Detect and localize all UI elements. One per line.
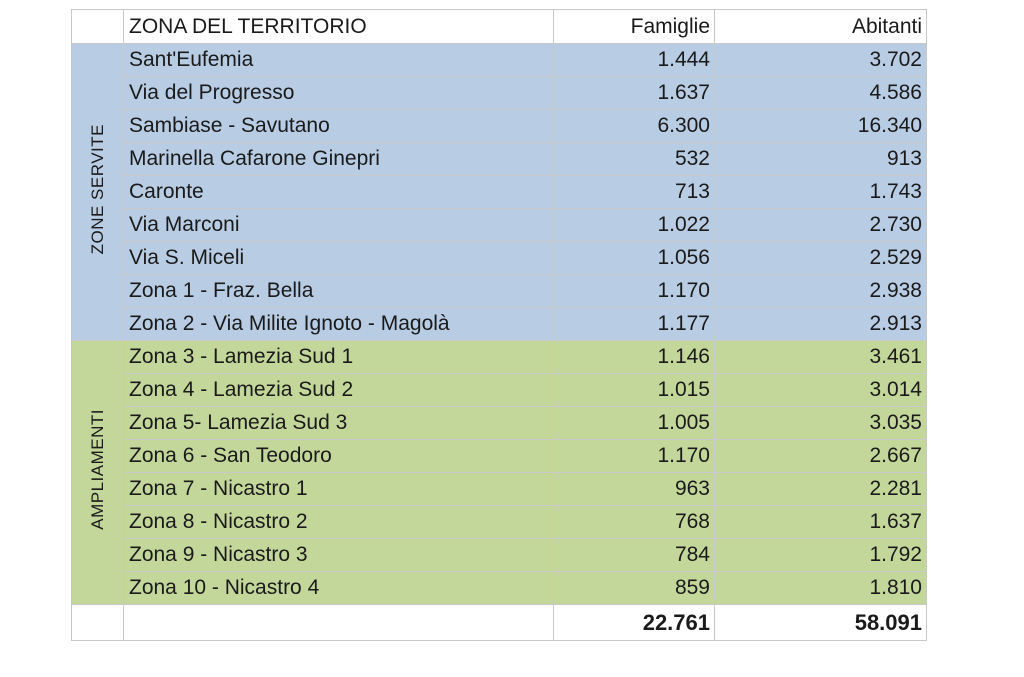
population-table: ZONA DEL TERRITORIO Famiglie Abitanti ZO… xyxy=(71,9,927,641)
families-cell: 784 xyxy=(553,538,715,572)
table-row: Zona 10 - Nicastro 4 859 1.810 xyxy=(72,571,927,605)
zone-cell: Via Marconi xyxy=(123,208,554,242)
families-cell: 1.015 xyxy=(553,373,715,407)
header-row: ZONA DEL TERRITORIO Famiglie Abitanti xyxy=(71,9,927,44)
header-empty-cell xyxy=(71,9,124,44)
table-row: Zona 6 - San Teodoro 1.170 2.667 xyxy=(72,439,927,473)
families-cell: 713 xyxy=(553,175,715,209)
table-row: Sambiase - Savutano 6.300 16.340 xyxy=(72,109,927,143)
group-label-cell: ZONE SERVITE xyxy=(71,43,124,341)
zone-cell: Zona 3 - Lamezia Sud 1 xyxy=(123,340,554,374)
zone-cell: Zona 2 - Via Milite Ignoto - Magolà xyxy=(123,307,554,341)
zone-cell: Zona 6 - San Teodoro xyxy=(123,439,554,473)
table-row: Via Marconi 1.022 2.730 xyxy=(72,208,927,242)
group-label-cell: AMPLIAMENTI xyxy=(71,340,124,605)
zone-cell: Zona 10 - Nicastro 4 xyxy=(123,571,554,605)
inhabitants-cell: 4.586 xyxy=(714,76,927,110)
table-row: Zona 8 - Nicastro 2 768 1.637 xyxy=(72,505,927,539)
inhabitants-cell: 3.014 xyxy=(714,373,927,407)
totals-row: 22.761 58.091 xyxy=(71,604,927,641)
inhabitants-cell: 1.792 xyxy=(714,538,927,572)
zone-cell: Zona 4 - Lamezia Sud 2 xyxy=(123,373,554,407)
inhabitants-cell: 1.810 xyxy=(714,571,927,605)
families-cell: 6.300 xyxy=(553,109,715,143)
inhabitants-cell: 3.702 xyxy=(714,43,927,77)
families-cell: 1.056 xyxy=(553,241,715,275)
inhabitants-cell: 1.743 xyxy=(714,175,927,209)
group-label: ZONE SERVITE xyxy=(87,123,107,255)
zone-cell: Via del Progresso xyxy=(123,76,554,110)
zone-cell: Sant'Eufemia xyxy=(123,43,554,77)
inhabitants-cell: 3.035 xyxy=(714,406,927,440)
inhabitants-cell: 2.667 xyxy=(714,439,927,473)
families-cell: 1.170 xyxy=(553,439,715,473)
header-inhabitants: Abitanti xyxy=(714,9,927,44)
header-zone: ZONA DEL TERRITORIO xyxy=(123,9,554,44)
families-cell: 532 xyxy=(553,142,715,176)
zone-cell: Zona 9 - Nicastro 3 xyxy=(123,538,554,572)
zone-cell: Sambiase - Savutano xyxy=(123,109,554,143)
table-row: Zona 2 - Via Milite Ignoto - Magolà 1.177… xyxy=(72,307,927,341)
table-row: Marinella Cafarone Ginepri 532 913 xyxy=(72,142,927,176)
table-row: AMPLIAMENTI Zona 3 - Lamezia Sud 1 1.146 3.… xyxy=(71,340,927,605)
zone-cell: Caronte xyxy=(123,175,554,209)
inhabitants-cell: 2.938 xyxy=(714,274,927,308)
totals-label-cell xyxy=(123,604,554,641)
families-cell: 1.146 xyxy=(553,340,715,374)
zone-cell: Zona 8 - Nicastro 2 xyxy=(123,505,554,539)
table-row: Zona 7 - Nicastro 1 963 2.281 xyxy=(72,472,927,506)
table-row: Via del Progresso 1.637 4.586 xyxy=(72,76,927,110)
inhabitants-cell: 1.637 xyxy=(714,505,927,539)
table-row: Via S. Miceli 1.056 2.529 xyxy=(72,241,927,275)
inhabitants-cell: 2.913 xyxy=(714,307,927,341)
inhabitants-cell: 913 xyxy=(714,142,927,176)
group-label: AMPLIAMENTI xyxy=(87,409,107,530)
families-cell: 1.170 xyxy=(553,274,715,308)
zone-cell: Zona 1 - Fraz. Bella xyxy=(123,274,554,308)
inhabitants-cell: 3.461 xyxy=(714,340,927,374)
zone-cell: Zona 7 - Nicastro 1 xyxy=(123,472,554,506)
families-cell: 1.005 xyxy=(553,406,715,440)
inhabitants-cell: 2.281 xyxy=(714,472,927,506)
families-cell: 859 xyxy=(553,571,715,605)
families-cell: 1.444 xyxy=(553,43,715,77)
zone-cell: Zona 5- Lamezia Sud 3 xyxy=(123,406,554,440)
families-cell: 1.177 xyxy=(553,307,715,341)
families-cell: 768 xyxy=(553,505,715,539)
zone-cell: Marinella Cafarone Ginepri xyxy=(123,142,554,176)
families-cell: 1.022 xyxy=(553,208,715,242)
inhabitants-cell: 16.340 xyxy=(714,109,927,143)
table-row: ZONE SERVITE Sant'Eufemia 1.444 3.702 xyxy=(71,43,927,341)
header-families: Famiglie xyxy=(553,9,715,44)
total-families: 22.761 xyxy=(553,604,715,641)
inhabitants-cell: 2.529 xyxy=(714,241,927,275)
total-inhabitants: 58.091 xyxy=(714,604,927,641)
table-row: Zona 5- Lamezia Sud 3 1.005 3.035 xyxy=(72,406,927,440)
zone-cell: Via S. Miceli xyxy=(123,241,554,275)
table-row: Caronte 713 1.743 xyxy=(72,175,927,209)
families-cell: 963 xyxy=(553,472,715,506)
table-row: Zona 9 - Nicastro 3 784 1.792 xyxy=(72,538,927,572)
table-row: Zona 1 - Fraz. Bella 1.170 2.938 xyxy=(72,274,927,308)
inhabitants-cell: 2.730 xyxy=(714,208,927,242)
families-cell: 1.637 xyxy=(553,76,715,110)
table-row: Zona 4 - Lamezia Sud 2 1.015 3.014 xyxy=(72,373,927,407)
totals-empty-cell xyxy=(71,604,124,641)
